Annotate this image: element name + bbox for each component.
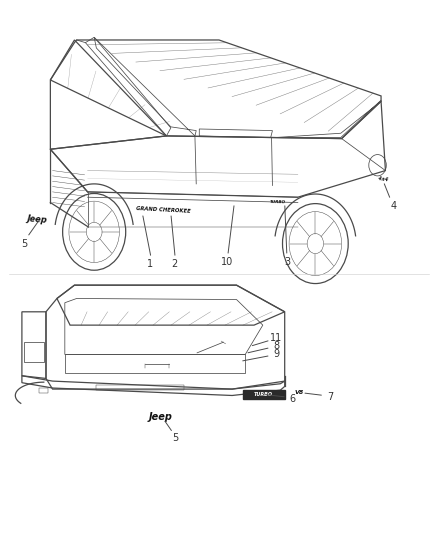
Bar	[39, 388, 48, 393]
Text: 6: 6	[290, 394, 296, 403]
Text: 4x4: 4x4	[378, 176, 388, 182]
Text: 3: 3	[285, 257, 291, 267]
Text: TURBO: TURBO	[254, 392, 273, 397]
Text: 10: 10	[221, 257, 233, 267]
Text: 9: 9	[273, 349, 279, 359]
Bar	[243, 390, 285, 399]
Text: 11: 11	[270, 333, 282, 343]
Text: 5: 5	[21, 239, 27, 248]
Text: 5: 5	[172, 433, 178, 443]
Text: V8: V8	[294, 390, 304, 395]
Text: 2: 2	[171, 260, 177, 269]
Text: 8: 8	[273, 341, 279, 351]
Text: Jeep: Jeep	[149, 412, 173, 422]
Text: 1: 1	[147, 260, 153, 269]
Text: 7: 7	[328, 392, 334, 402]
Text: TURBO: TURBO	[269, 200, 286, 205]
Text: GRAND CHEROKEE: GRAND CHEROKEE	[136, 206, 191, 214]
Text: 4: 4	[390, 201, 396, 211]
Text: Jeep: Jeep	[26, 214, 47, 225]
